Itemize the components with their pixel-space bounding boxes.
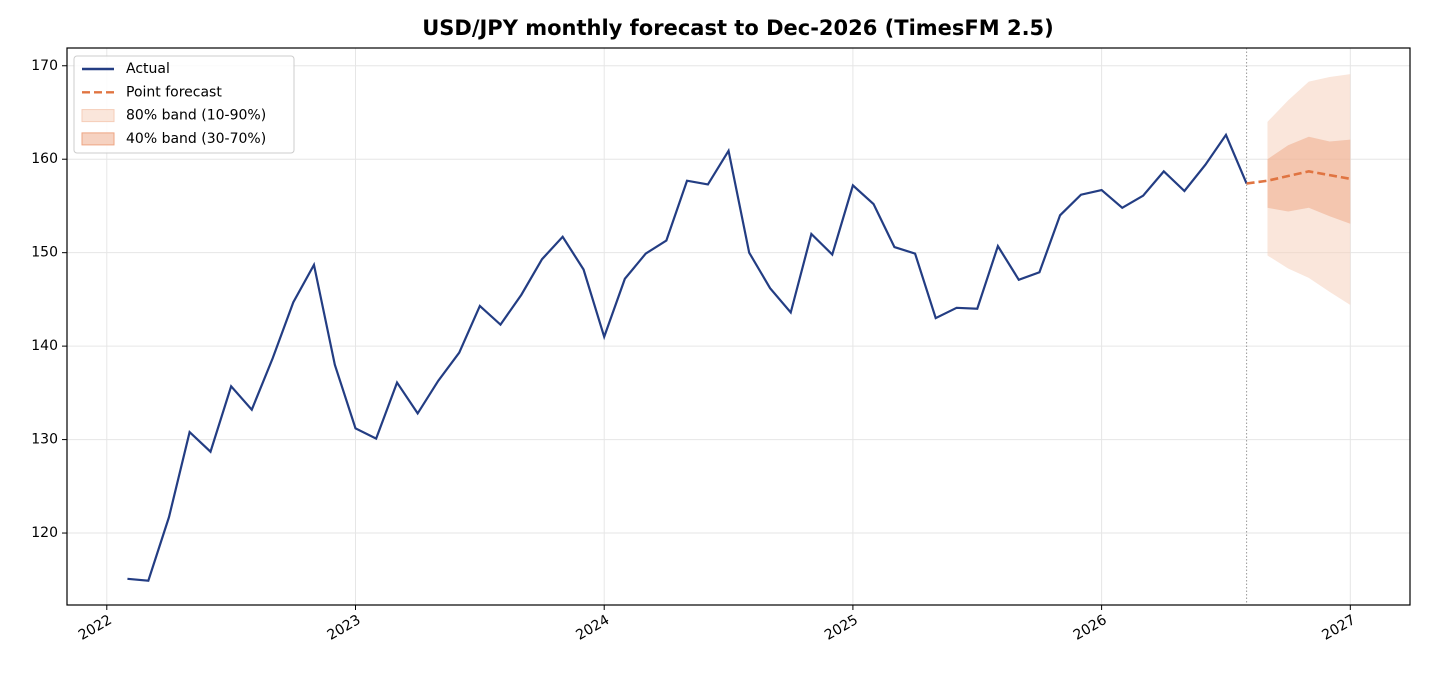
legend-box (73, 55, 295, 154)
plot-frame (66, 47, 1411, 606)
y-tick-label: 130 (31, 432, 58, 448)
series-line (127, 132, 1248, 582)
legend-swatch (81, 132, 115, 146)
legend-label: Point forecast (126, 84, 222, 100)
y-tick-label: 160 (31, 151, 58, 167)
legend-swatch (81, 109, 115, 123)
chart-title: USD/JPY monthly forecast to Dec-2026 (Ti… (422, 16, 1054, 40)
y-tick-label: 150 (31, 245, 58, 261)
x-tick-label: 2026 (1071, 612, 1110, 644)
y-tick-label: 170 (31, 58, 58, 74)
legend-label: Actual (126, 61, 170, 77)
x-tick-label: 2022 (76, 612, 115, 644)
forecast-band (1267, 136, 1351, 224)
y-tick-label: 120 (31, 525, 58, 541)
x-tick-label: 2025 (822, 612, 861, 644)
x-tick-label: 2027 (1319, 612, 1358, 644)
series-line (1246, 170, 1351, 185)
legend-label: 80% band (10-90%) (126, 108, 266, 124)
x-tick-label: 2023 (325, 612, 364, 644)
legend-label: 40% band (30-70%) (126, 131, 266, 147)
x-tick-label: 2024 (573, 612, 612, 644)
y-tick-label: 140 (31, 338, 58, 354)
